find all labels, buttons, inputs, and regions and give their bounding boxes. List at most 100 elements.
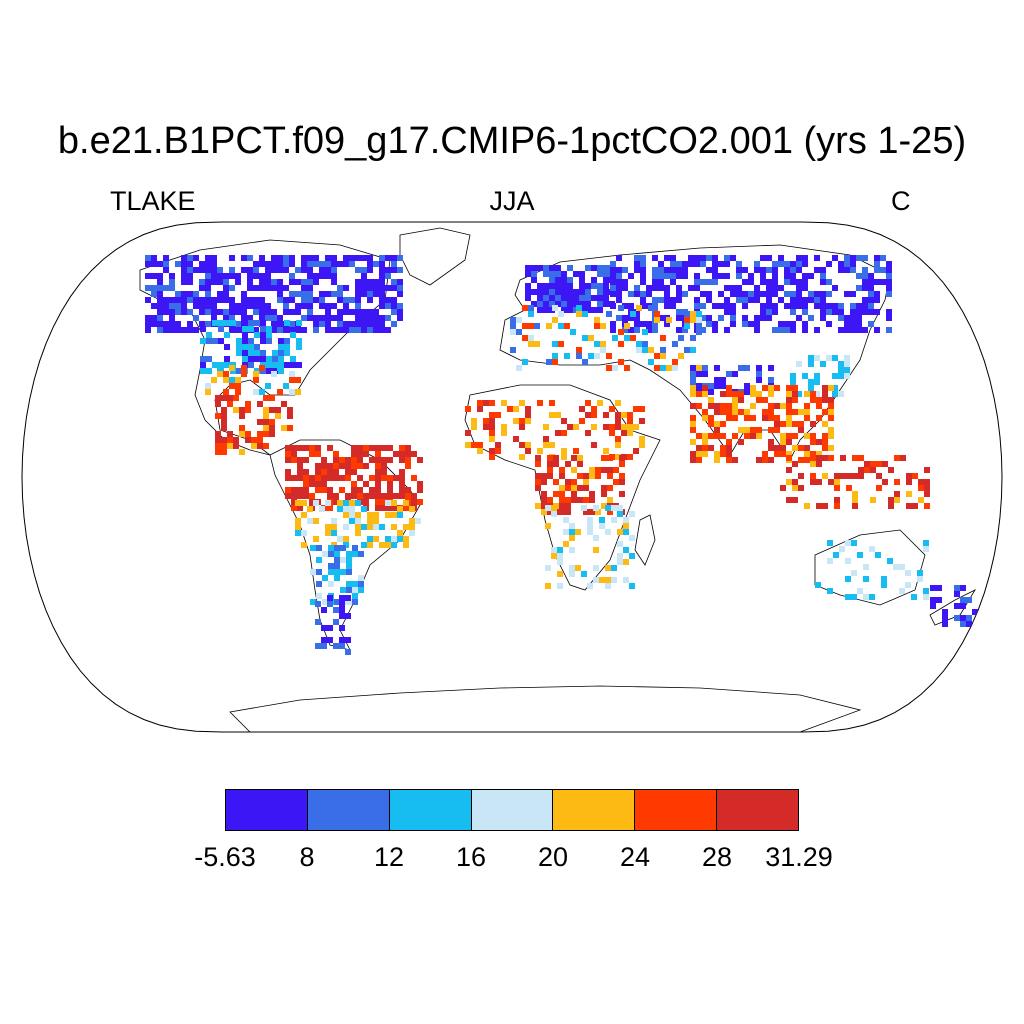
lake-cell	[263, 425, 269, 431]
lake-cell	[483, 424, 489, 430]
lake-cell	[541, 473, 547, 479]
lake-cell	[417, 499, 423, 505]
lake-cell	[616, 279, 622, 285]
lake-cell	[411, 493, 417, 499]
lake-cell	[373, 261, 379, 267]
lake-cell	[236, 368, 242, 374]
lake-cell	[870, 497, 876, 503]
lake-cell	[603, 283, 609, 289]
lake-cell	[289, 389, 295, 395]
lake-cell	[607, 509, 613, 515]
lake-cell	[623, 559, 629, 565]
lake-cell	[886, 261, 892, 267]
lake-cell	[221, 443, 227, 449]
lake-cell	[369, 445, 375, 451]
lake-cell	[405, 463, 411, 469]
lake-cell	[325, 267, 331, 273]
lake-cell	[163, 303, 169, 309]
lake-cell	[151, 273, 157, 279]
lake-cell	[211, 377, 217, 383]
lake-cell	[606, 353, 612, 359]
lake-cell	[894, 455, 900, 461]
lake-cell	[315, 487, 321, 493]
lake-cell	[477, 400, 483, 406]
lake-cell	[672, 359, 678, 365]
lake-cell	[361, 285, 367, 291]
lake-cell	[355, 303, 361, 309]
lake-cell	[786, 385, 792, 391]
lake-cell	[321, 457, 327, 463]
lake-cell	[339, 487, 345, 493]
lake-cell	[579, 271, 585, 277]
lake-cell	[810, 451, 816, 457]
lake-cell	[235, 279, 241, 285]
lake-cell	[780, 439, 786, 445]
lake-cell	[355, 315, 361, 321]
lake-temperature-cells	[145, 255, 978, 655]
lake-cell	[748, 297, 754, 303]
lake-cell	[790, 297, 796, 303]
lake-cell	[217, 365, 223, 371]
lake-cell	[319, 506, 325, 512]
lake-cell	[241, 365, 247, 371]
lake-cell	[784, 273, 790, 279]
lake-cell	[754, 261, 760, 267]
lake-cell	[315, 601, 321, 607]
lake-cell	[265, 303, 271, 309]
lake-cell	[340, 569, 346, 575]
lake-cell	[900, 455, 906, 461]
lake-cell	[217, 309, 223, 315]
lake-cell	[375, 499, 381, 505]
lake-cell	[622, 279, 628, 285]
lake-cell	[682, 273, 688, 279]
lake-cell	[277, 285, 283, 291]
lake-cell	[603, 424, 609, 430]
lake-cell	[552, 353, 558, 359]
lake-cell	[760, 315, 766, 321]
lake-cell	[253, 297, 259, 303]
lake-cell	[617, 529, 623, 535]
lake-cell	[397, 536, 403, 542]
lake-cell	[315, 469, 321, 475]
lake-cell	[495, 412, 501, 418]
lake-cell	[966, 615, 972, 621]
lake-cell	[259, 303, 265, 309]
lake-cell	[573, 301, 579, 307]
lake-cell	[313, 500, 319, 506]
lake-cell	[379, 315, 385, 321]
lake-cell	[277, 255, 283, 261]
lake-cell	[591, 295, 597, 301]
lake-cell	[263, 431, 269, 437]
lake-cell	[229, 383, 235, 389]
lake-cell	[742, 321, 748, 327]
lake-cell	[820, 291, 826, 297]
lake-cell	[405, 493, 411, 499]
lake-cell	[259, 309, 265, 315]
lake-cell	[851, 540, 857, 546]
lake-cell	[399, 475, 405, 481]
lake-cell	[535, 473, 541, 479]
lake-cell	[569, 535, 575, 541]
lake-cell	[742, 279, 748, 285]
lake-cell	[278, 356, 284, 362]
lake-cell	[868, 309, 874, 315]
lake-cell	[702, 391, 708, 397]
lake-cell	[634, 285, 640, 291]
lake-cell	[381, 499, 387, 505]
lake-cell	[894, 479, 900, 485]
lake-cell	[579, 295, 585, 301]
lake-cell	[571, 491, 577, 497]
lake-cell	[966, 621, 972, 627]
lake-cell	[844, 327, 850, 333]
lake-cell	[591, 277, 597, 283]
lake-cell	[678, 353, 684, 359]
lake-cell	[694, 303, 700, 309]
lake-cell	[205, 389, 211, 395]
lake-cell	[399, 457, 405, 463]
lake-cell	[309, 499, 315, 505]
lake-cell	[610, 261, 616, 267]
lake-cell	[535, 455, 541, 461]
lake-cell	[187, 327, 193, 333]
lake-cell	[296, 320, 302, 326]
lake-cell	[351, 481, 357, 487]
